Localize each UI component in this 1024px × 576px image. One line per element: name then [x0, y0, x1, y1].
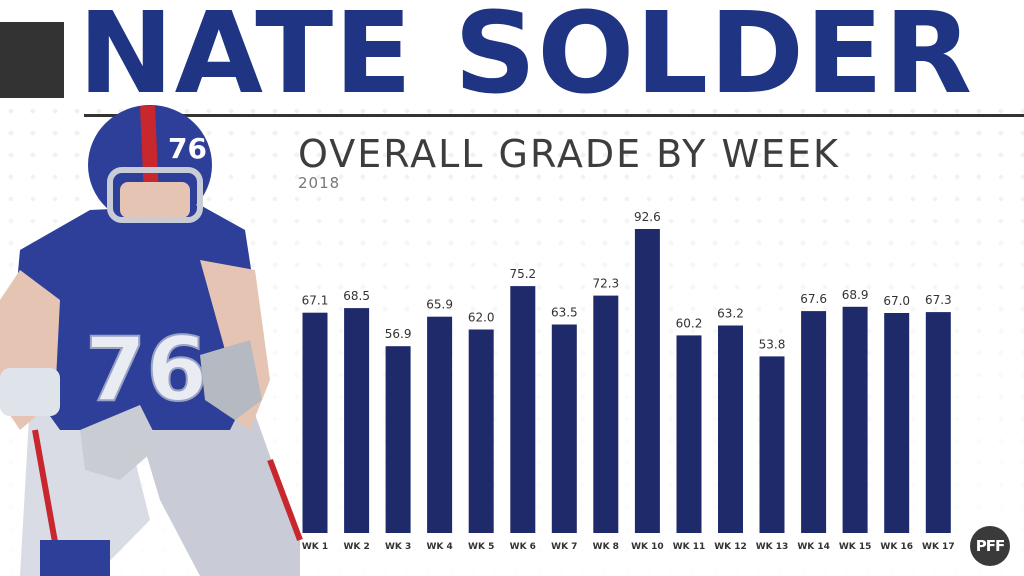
value-label: 67.0: [883, 294, 910, 308]
bar-wk-2: [344, 308, 370, 533]
x-tick-label: WK 16: [880, 542, 913, 552]
bar-wk-12: [718, 325, 743, 533]
x-tick-label: WK 2: [343, 542, 369, 552]
value-label: 67.6: [800, 292, 827, 306]
value-label: 67.1: [302, 294, 329, 308]
bar-wk-16: [884, 313, 910, 533]
svg-text:76: 76: [85, 318, 207, 421]
value-label: 68.9: [842, 288, 869, 302]
x-tick-label: WK 10: [631, 542, 664, 552]
x-tick-label: WK 3: [385, 542, 411, 552]
value-label: 65.9: [426, 298, 453, 312]
bar-wk-13: [759, 356, 785, 533]
x-tick-label: WK 11: [673, 542, 706, 552]
value-label: 92.6: [634, 210, 661, 224]
bar-wk-10: [634, 229, 660, 533]
bar-wk-7: [551, 324, 577, 533]
x-tick-label: WK 15: [839, 542, 872, 552]
bar-wk-6: [510, 286, 536, 533]
value-label: 72.3: [592, 277, 619, 291]
x-tick-label: WK 12: [714, 542, 747, 552]
value-label: 67.3: [925, 293, 952, 307]
title-underline: [84, 114, 1024, 117]
value-label: 63.2: [717, 307, 744, 321]
bar-wk-3: [385, 346, 411, 533]
value-label: 62.0: [468, 311, 495, 325]
value-label: 63.5: [551, 306, 578, 320]
player-image: 76 76: [0, 105, 303, 576]
x-tick-label: WK 1: [302, 542, 328, 552]
bar-wk-15: [842, 306, 868, 533]
value-label: 56.9: [385, 327, 412, 341]
corner-accent-block: [0, 22, 64, 98]
x-tick-label: WK 4: [426, 542, 452, 552]
bar-wk-17: [925, 312, 951, 533]
x-tick-label: WK 14: [797, 542, 830, 552]
value-label: 60.2: [676, 316, 703, 330]
pff-logo: PFF: [970, 526, 1010, 566]
x-tick-label: WK 8: [593, 542, 619, 552]
bar-wk-4: [427, 316, 453, 533]
value-label: 53.8: [759, 337, 786, 351]
x-tick-label: WK 7: [551, 542, 577, 552]
value-label: 68.5: [343, 289, 370, 303]
chart-title: OVERALL GRADE BY WEEK: [298, 132, 840, 176]
player-name-title: NATE SOLDER: [78, 0, 974, 119]
bar-wk-1: [302, 312, 328, 533]
bar-wk-14: [801, 311, 827, 533]
bar-wk-8: [593, 295, 619, 533]
x-tick-label: WK 6: [510, 542, 536, 552]
x-tick-label: WK 13: [756, 542, 789, 552]
x-tick-label: WK 5: [468, 542, 494, 552]
bar-wk-11: [676, 335, 702, 533]
value-label: 75.2: [509, 267, 536, 281]
x-tick-label: WK 17: [922, 542, 955, 552]
svg-text:76: 76: [168, 132, 207, 165]
chart-year: 2018: [298, 174, 341, 192]
bar-wk-5: [468, 329, 494, 533]
